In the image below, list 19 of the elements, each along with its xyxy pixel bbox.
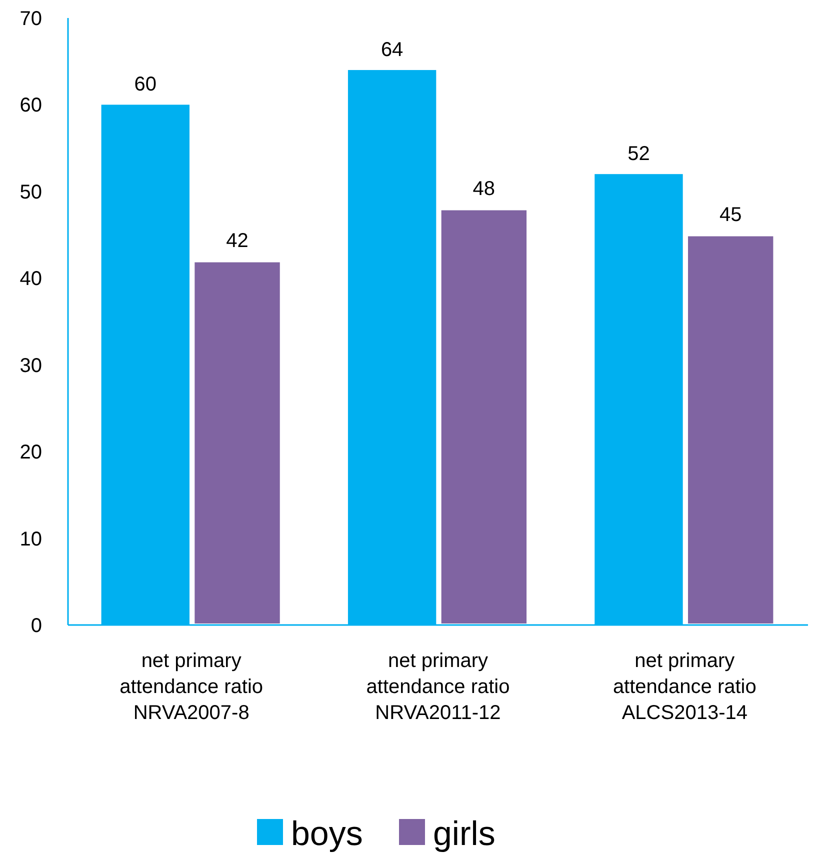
data-label: 42 (226, 230, 248, 252)
y-tick-label: 60 (20, 94, 42, 117)
x-tick-label: net primary attendance ratio NRVA2011-12 (366, 650, 510, 724)
data-label: 45 (719, 204, 742, 226)
y-tick-label: 70 (20, 8, 42, 30)
data-label: 60 (134, 74, 157, 96)
legend-label: girls (433, 814, 496, 853)
y-tick-label: 20 (20, 442, 42, 464)
data-label: 64 (380, 39, 404, 62)
x-tick-label: net primary attendance ratio ALCS2013-14 (612, 650, 756, 724)
data-label: 48 (472, 178, 496, 200)
y-tick-label: 30 (20, 354, 42, 377)
y-tick-label: 50 (20, 181, 42, 204)
y-tick-label: 0 (30, 615, 42, 637)
x-tick-label: net primary attendance ratio NRVA2007-8 (120, 650, 264, 724)
y-tick-label: 10 (20, 528, 42, 550)
y-tick-label: 40 (20, 268, 42, 290)
data-label: 52 (628, 143, 650, 166)
legend-label: boys (291, 814, 363, 853)
